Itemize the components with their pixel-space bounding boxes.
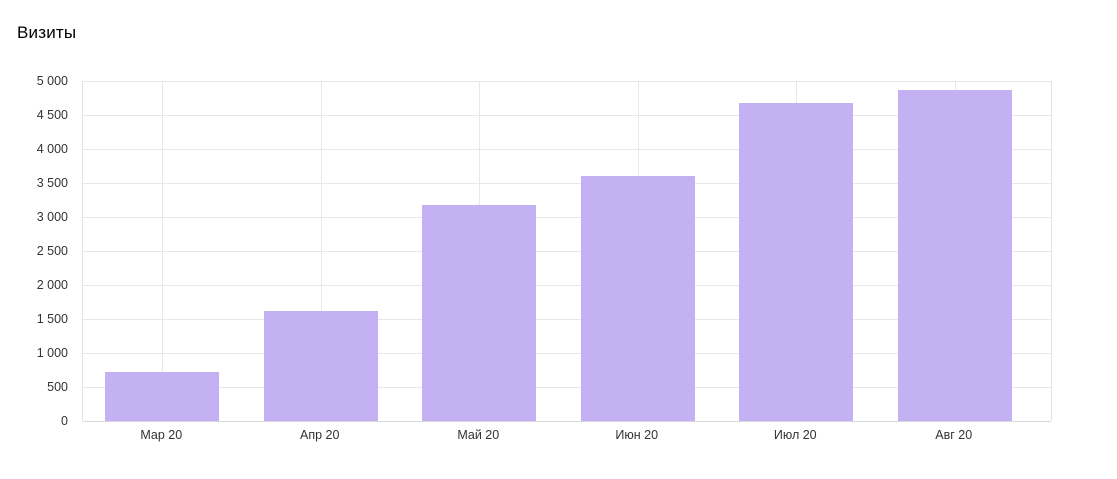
- bar-июл-20[interactable]: [739, 103, 853, 421]
- x-tick-label: Авг 20: [935, 428, 973, 442]
- y-tick-label: 2 000: [36, 278, 68, 292]
- gridline-horizontal: [83, 81, 1051, 82]
- x-tick-label: Май 20: [457, 428, 500, 442]
- y-tick-label: 1 000: [36, 346, 68, 360]
- bar-май-20[interactable]: [422, 205, 536, 421]
- plot-area: [82, 81, 1052, 422]
- y-axis-labels: 0 500 1 000 1 500 2 000 2 500 3 000 3 500 4 000 4…: [0, 74, 68, 428]
- y-tick-label: 3 500: [36, 176, 68, 190]
- x-axis-labels: Мар 20 Апр 20 Май 20 Июн 20 Июл 20 Авг 20: [82, 427, 1050, 447]
- gridline-horizontal: [83, 251, 1051, 252]
- bar-авг-20[interactable]: [898, 90, 1012, 421]
- x-tick-label: Мар 20: [140, 428, 183, 442]
- gridline-horizontal: [83, 183, 1051, 184]
- y-tick-label: 4 500: [36, 108, 68, 122]
- gridline-horizontal: [83, 149, 1051, 150]
- y-tick-label: 1 500: [36, 312, 68, 326]
- chart-title: Визиты: [17, 23, 77, 42]
- bar-апр-20[interactable]: [264, 311, 378, 421]
- y-tick-label: 3 000: [36, 210, 68, 224]
- x-tick-label: Июн 20: [615, 428, 659, 442]
- y-tick-label: 5 000: [36, 74, 68, 88]
- gridline-horizontal: [83, 387, 1051, 388]
- bar-июн-20[interactable]: [581, 176, 695, 421]
- gridline-horizontal: [83, 353, 1051, 354]
- x-axis-line: [83, 421, 1051, 422]
- gridline-horizontal: [83, 217, 1051, 218]
- bar-мар-20[interactable]: [105, 372, 219, 421]
- gridline-vertical: [321, 81, 322, 421]
- gridline-horizontal: [83, 319, 1051, 320]
- gridline-horizontal: [83, 115, 1051, 116]
- y-tick-label: 4 000: [36, 142, 68, 156]
- y-tick-label: 2 500: [36, 244, 68, 258]
- gridline-horizontal: [83, 285, 1051, 286]
- x-tick-label: Апр 20: [300, 428, 340, 442]
- y-tick-label: 500: [47, 380, 68, 394]
- gridline-vertical: [162, 81, 163, 421]
- x-tick-label: Июл 20: [773, 428, 817, 442]
- y-tick-label: 0: [61, 414, 68, 428]
